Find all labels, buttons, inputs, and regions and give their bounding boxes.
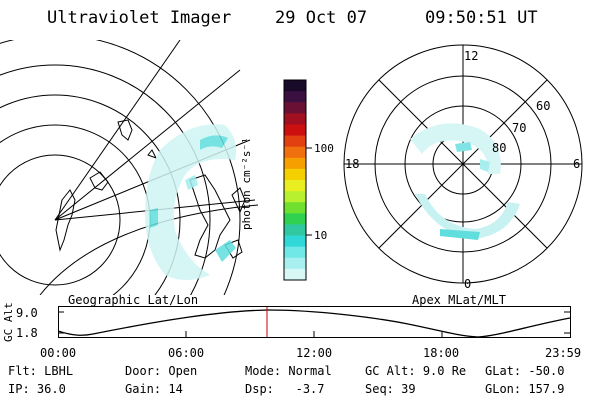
magnetic-map-label: Apex MLat/MLT <box>412 293 506 307</box>
colorbar-segment <box>284 157 306 170</box>
altitude-curve <box>58 309 571 338</box>
colorbar-segment <box>284 180 306 192</box>
lat-label-70: 70 <box>512 121 526 135</box>
altitude-xtick-2: 12:00 <box>296 346 333 360</box>
lat-label-60: 60 <box>536 99 550 113</box>
colorbar-unit-label: photon cm⁻²s⁻¹ <box>240 137 253 230</box>
colorbar-segment <box>284 168 306 181</box>
altitude-xtick-4: 23:59 <box>545 346 582 360</box>
altitude-ylabel: GC Alt <box>2 302 15 342</box>
colorbar: 100 10 <box>283 79 334 281</box>
meridian-line <box>54 40 181 221</box>
colorbar-tick-100: 100 <box>314 142 334 155</box>
colorbar-segment <box>284 80 306 92</box>
colorbar-segment <box>284 113 306 125</box>
colorbar-segment <box>284 191 306 203</box>
colorbar-segment <box>284 224 306 237</box>
altitude-plot <box>58 306 571 338</box>
geographic-map-label: Geographic Lat/Lon <box>68 293 199 307</box>
instrument-title: Ultraviolet Imager <box>47 8 232 28</box>
altitude-xtick-3: 18:00 <box>423 346 460 360</box>
colorbar-segment <box>284 257 306 270</box>
meridian-line <box>54 69 241 221</box>
altitude-ytick-top: 9.0 <box>16 306 38 320</box>
coastline <box>231 187 246 214</box>
lat-circle <box>0 64 211 295</box>
status-filter: Flt: LBHL <box>8 364 74 378</box>
status-glat: GLat: -50.0 <box>485 364 565 378</box>
colorbar-segment <box>284 268 306 281</box>
colorbar-segment <box>284 102 306 114</box>
lat-circle <box>0 154 121 286</box>
colorbar-segment <box>284 246 306 259</box>
altitude-ytick-bottom: 1.8 <box>16 326 38 340</box>
lat-circle <box>0 94 181 295</box>
colorbar-segment <box>284 124 306 137</box>
lat-circle <box>0 40 241 295</box>
status-dsp: Dsp: -3.7 <box>245 382 325 396</box>
status-mode: Mode: Normal <box>245 364 332 378</box>
colorbar-tick-10: 10 <box>314 229 327 242</box>
observation-date: 29 Oct 07 <box>275 8 368 28</box>
colorbar-segment <box>284 235 306 248</box>
status-gc-alt: GC Alt: 9.0 Re <box>365 364 467 378</box>
magnetic-polar-map: 12 18 6 0 60 70 80 <box>343 44 583 291</box>
geographic-map <box>0 40 258 295</box>
colorbar-segment <box>284 135 306 148</box>
status-glon: GLon: 157.9 <box>485 382 565 396</box>
colorbar-segment <box>284 202 306 214</box>
colorbar-segment <box>284 213 306 225</box>
lat-label-80: 80 <box>492 141 506 155</box>
colorbar-segment <box>284 91 306 103</box>
altitude-xtick-1: 06:00 <box>168 346 205 360</box>
mlt-label-0: 0 <box>464 277 471 291</box>
coastline <box>89 171 109 191</box>
mlt-label-12: 12 <box>464 49 478 63</box>
colorbar-segment <box>284 146 306 159</box>
coastline <box>147 149 158 159</box>
status-door: Door: Open <box>125 364 198 378</box>
coastline <box>117 119 133 141</box>
status-ip: IP: 36.0 <box>8 382 66 396</box>
coastline <box>55 189 76 252</box>
aurora-oval <box>410 123 520 240</box>
aurora-emission <box>145 124 237 281</box>
status-seq: Seq: 39 <box>365 382 416 396</box>
mlt-label-6: 6 <box>573 157 580 171</box>
altitude-xtick-0: 00:00 <box>40 346 77 360</box>
lat-circle <box>0 124 151 295</box>
mlt-label-18: 18 <box>345 157 359 171</box>
observation-time: 09:50:51 UT <box>425 8 538 28</box>
status-gain: Gain: 14 <box>125 382 183 396</box>
